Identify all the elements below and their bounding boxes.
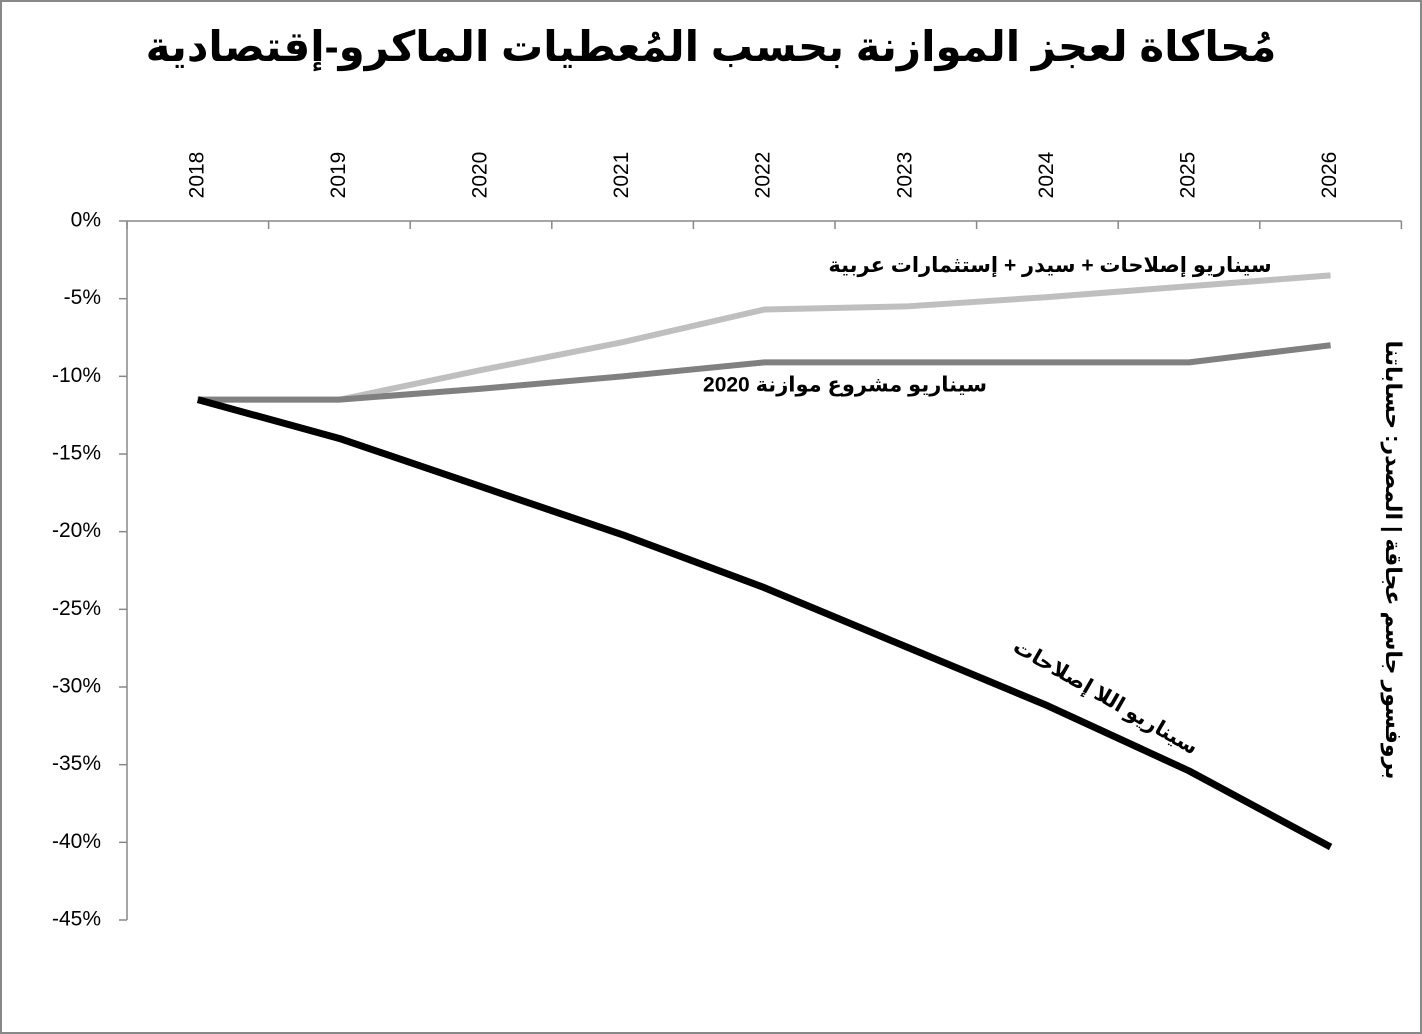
source-note: بروفسور جاسم عجاقة | المصدر: حساباتنا — [1380, 341, 1406, 780]
x-tick-label: 2021 — [610, 152, 633, 199]
y-tick-label: -25% — [52, 597, 101, 620]
y-tick-label: -45% — [52, 908, 101, 931]
y-tick-label: -20% — [52, 519, 101, 542]
y-tick-label: -10% — [52, 364, 101, 387]
y-tick-label: -30% — [52, 675, 101, 698]
x-tick-label: 2022 — [752, 152, 775, 199]
series-line — [197, 272, 1331, 403]
x-tick-label: 2024 — [1035, 151, 1058, 198]
series-label: سيناريو مشروع موازنة 2020 — [703, 374, 987, 397]
x-tick-label: 2019 — [327, 152, 350, 199]
y-tick-label: -15% — [52, 442, 101, 465]
series-label: سيناريو إصلاحات + سيدر + إستثمارات عربية — [828, 254, 1272, 277]
series-line — [196, 396, 1333, 851]
y-tick-label: -5% — [64, 286, 101, 309]
x-tick-label: 2020 — [469, 152, 492, 199]
chart-title: مُحاكاة لعجز الموازنة بحسب المُعطيات الم… — [146, 23, 1277, 72]
x-tick-label: 2026 — [1318, 152, 1341, 199]
series-line — [197, 342, 1331, 403]
x-tick-label: 2025 — [1177, 152, 1200, 199]
x-tick-label: 2023 — [893, 152, 916, 199]
y-tick-label: -40% — [52, 830, 101, 853]
y-tick-label: -35% — [52, 752, 101, 775]
series-label-text: سيناريو إصلاحات + سيدر + إستثمارات عربية — [828, 254, 1272, 277]
y-tick-label: 0% — [71, 209, 101, 232]
x-tick-label: 2018 — [185, 152, 208, 199]
